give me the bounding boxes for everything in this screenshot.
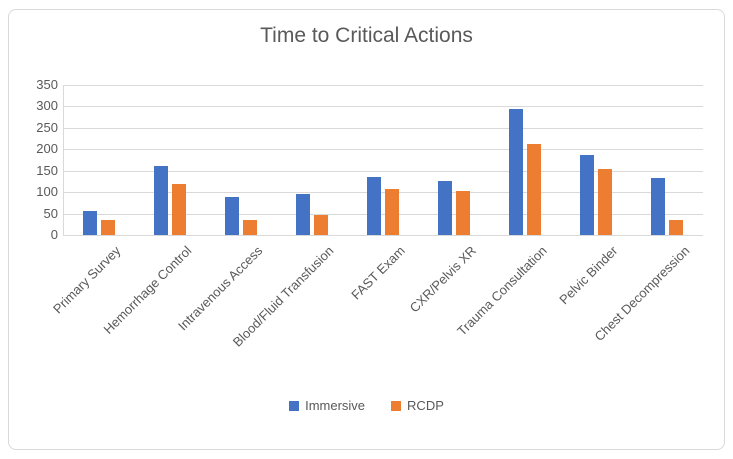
bar-rcdp [456, 191, 471, 235]
bar-immersive [580, 155, 595, 235]
gridline [63, 192, 703, 194]
gridline [63, 85, 703, 86]
y-tick-label: 200 [36, 141, 58, 157]
bar-rcdp [100, 220, 115, 235]
y-tick-label: 50 [43, 205, 58, 221]
bar-immersive [509, 109, 524, 235]
bar-rcdp [171, 184, 186, 235]
gridline [63, 106, 703, 108]
bar-immersive [651, 178, 666, 235]
chart-title: Time to Critical Actions [260, 24, 473, 47]
legend-item-rcdp: RCDP [391, 398, 444, 413]
bar-immersive [153, 166, 168, 235]
legend: Immersive RCDP [0, 398, 733, 413]
bar-immersive [367, 177, 381, 235]
y-tick-label: 350 [36, 77, 58, 92]
gridline [63, 149, 703, 151]
legend-swatch-icon [289, 400, 300, 411]
gridline [63, 127, 703, 129]
y-tick-label: 250 [36, 119, 58, 135]
y-axis-line [63, 85, 64, 235]
bar-rcdp [598, 169, 613, 235]
bar-rcdp [527, 144, 542, 235]
legend-label: RCDP [407, 398, 444, 413]
chart-frame-border [8, 9, 725, 450]
plot-area [63, 85, 703, 236]
legend-item-immersive: Immersive [289, 398, 365, 413]
y-tick-label: 0 [50, 227, 58, 242]
legend-swatch-icon [391, 400, 402, 411]
legend-label: Immersive [305, 398, 366, 413]
bar-rcdp [669, 220, 684, 235]
gridline [63, 235, 703, 236]
gridline [63, 213, 703, 215]
y-tick-label: 300 [36, 98, 58, 114]
bar-immersive [82, 211, 97, 235]
gridline [63, 170, 703, 172]
bar-rcdp [385, 189, 399, 235]
bar-rcdp [242, 220, 257, 235]
bar-immersive [295, 194, 310, 235]
bar-immersive [438, 181, 453, 235]
bar-immersive [224, 197, 239, 235]
y-tick-label: 100 [36, 184, 58, 200]
bar-rcdp [313, 215, 328, 235]
y-tick-label: 150 [36, 162, 58, 178]
